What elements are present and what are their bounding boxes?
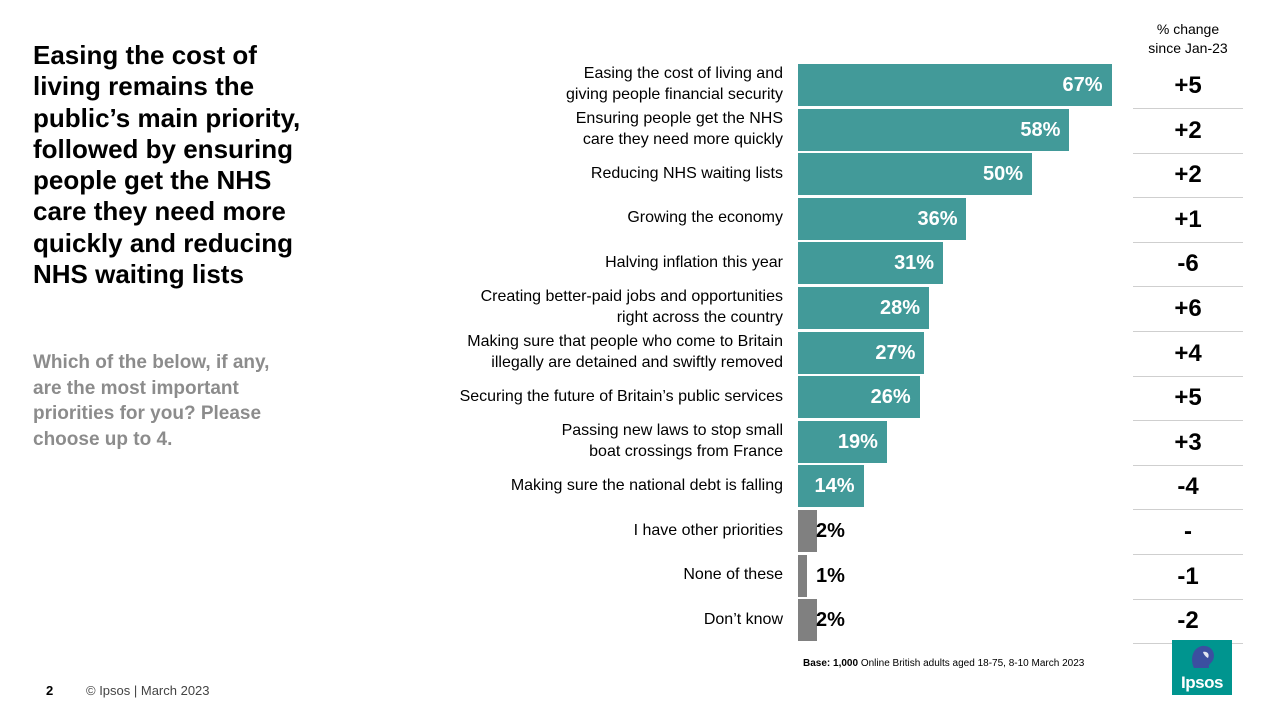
value-label: 31% [894,252,935,275]
bar [798,153,1032,196]
bar [798,242,944,285]
change-row-divider [1133,464,1243,466]
change-row-divider [1133,197,1243,199]
change-value: +5 [1174,384,1202,412]
value-label: 58% [1020,118,1061,141]
bar [798,331,925,374]
bar [798,554,808,597]
change-value: +3 [1174,428,1202,456]
category-label: Growing the economy [383,207,783,228]
base-text: Online British adults aged 18-75, 8-10 M… [860,658,1085,669]
change-value: +4 [1174,339,1202,367]
category-label-line: Ensuring people get the NHS [575,109,783,127]
category-label-line: Halving inflation this year [605,253,783,271]
category-label: Making sure that people who come to Brit… [383,331,783,373]
change-header-line-2: since Jan-23 [1148,40,1228,56]
category-label-line: care they need more quickly [582,130,783,148]
category-label-line: Reducing NHS waiting lists [590,164,783,182]
value-label: 14% [814,475,855,498]
value-label: 2% [816,520,845,542]
bar [798,465,864,508]
change-value: +5 [1174,72,1202,99]
change-header-line-1: % change [1156,21,1220,37]
change-value: -2 [1177,607,1199,635]
value-label: 2% [816,609,845,632]
bar [798,599,817,642]
category-label: Don’t know [383,609,783,630]
change-value: +6 [1174,295,1202,322]
value-label: 36% [917,207,958,230]
bar [798,376,920,419]
category-label-line: Making sure the national debt is falling [510,476,783,494]
change-row-divider [1133,241,1243,243]
category-label-line: right across the country [616,309,783,326]
value-label: 28% [880,297,921,319]
value-label: 67% [1062,74,1103,96]
category-label: Creating better-paid jobs and opportunit… [383,286,783,328]
change-value: +1 [1174,205,1202,233]
logo-text: Ipsos [1181,673,1223,692]
bar [798,287,930,329]
change-row-divider [1133,598,1243,600]
category-label-line: I have other priorities [633,521,783,539]
value-label: 27% [875,341,916,364]
category-label: Reducing NHS waiting lists [383,163,783,184]
category-label-line: Securing the future of Britain’s public … [459,387,783,405]
value-label: 26% [870,386,911,409]
change-row-divider [1133,554,1243,555]
bar [798,64,1112,106]
category-label-line: Passing new laws to stop small [561,421,783,439]
category-label: I have other priorities [383,520,783,541]
category-label-line: Don’t know [703,610,783,628]
page-number: 2 [46,683,54,698]
category-label: Ensuring people get the NHS care they nee… [383,108,783,150]
change-row-divider [1133,509,1243,511]
ipsos-logo: Ipsos [1172,640,1232,695]
category-label: Easing the cost of living and giving peop… [383,63,783,105]
change-value: -4 [1177,473,1199,501]
category-label: Halving inflation this year [383,252,783,273]
category-label-line: Growing the economy [627,209,783,227]
category-label-line: Making sure that people who come to Brit… [467,332,783,350]
bar [798,510,817,552]
survey-question: Which of the below, if any, are the most… [33,352,270,450]
category-label: None of these [383,564,783,585]
change-value: - [1184,518,1192,545]
base-label: Base: [803,658,831,669]
base-n: 1,000 [833,658,859,669]
logo-head-icon [1192,645,1214,668]
bar [798,197,967,240]
category-label-line: None of these [683,566,783,584]
change-row-divider [1133,152,1243,154]
bar [798,420,887,463]
change-row-divider [1133,420,1243,422]
category-label: Passing new laws to stop small boat cross… [383,420,783,462]
change-row-divider [1133,108,1243,109]
change-value: -1 [1177,562,1199,590]
category-label-line: giving people financial security [565,86,783,103]
category-label: Making sure the national debt is falling [383,475,783,496]
category-label-line: Creating better-paid jobs and opportunit… [480,288,783,305]
base-note: Base: 1,000 Online British adults aged 1… [803,658,1084,669]
category-label: Securing the future of Britain’s public … [383,386,783,407]
change-value: -6 [1177,250,1199,278]
value-label: 19% [837,430,878,453]
headline: Easing the cost of living remains the pu… [33,40,301,290]
change-row-divider [1133,331,1243,332]
change-value: +2 [1174,161,1202,189]
value-label: 1% [816,564,845,587]
category-label-line: illegally are detained and swiftly remov… [491,353,783,371]
change-row-divider [1133,375,1243,377]
change-value: +2 [1174,116,1202,144]
copyright: © Ipsos | March 2023 [86,683,210,698]
category-label-line: Easing the cost of living and [583,65,783,82]
value-label: 50% [982,163,1023,186]
change-row-divider [1133,286,1243,288]
bar [798,108,1070,151]
change-header: % change since Jan-23 [1133,20,1243,58]
category-label-line: boat crossings from France [589,442,783,460]
